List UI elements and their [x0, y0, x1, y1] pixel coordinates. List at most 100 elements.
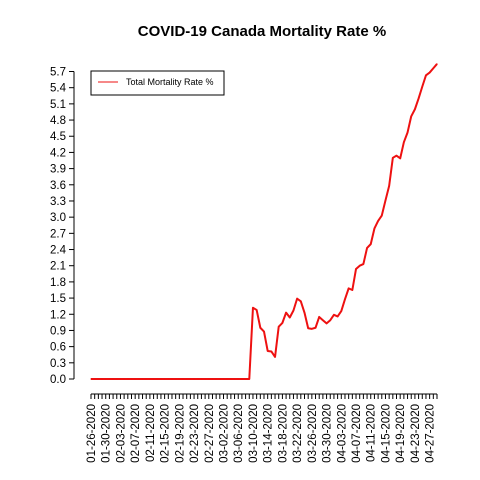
data-point [384, 199, 387, 202]
x-tick-label: 03-26-2020 [307, 404, 319, 463]
data-point [414, 108, 416, 110]
data-point [259, 327, 261, 329]
data-point [112, 378, 114, 380]
data-point [381, 214, 383, 217]
y-tick-label: 3.6 [50, 180, 66, 192]
data-point [101, 378, 103, 380]
data-point [307, 327, 309, 329]
data-point [193, 378, 195, 380]
x-tick-label: 04-23-2020 [410, 404, 422, 463]
data-point [344, 298, 346, 300]
y-tick-label: 4.8 [50, 115, 66, 127]
data-point [348, 287, 350, 289]
data-point [178, 378, 180, 380]
data-point [208, 378, 210, 380]
legend-entry-total-mortality-rate: Total Mortality Rate % [126, 77, 214, 87]
data-point [256, 309, 258, 311]
y-tick-label: 5.1 [50, 99, 66, 111]
data-point [329, 319, 331, 321]
data-point [429, 71, 431, 74]
data-point [167, 378, 169, 380]
data-point [152, 378, 155, 380]
data-point [226, 378, 228, 380]
data-point [300, 300, 302, 302]
data-point [127, 378, 129, 380]
data-point [116, 378, 118, 380]
y-tick-label: 2.1 [50, 261, 66, 273]
data-point [289, 316, 291, 319]
y-tick-label: 4.5 [50, 131, 66, 143]
x-axis: 01-26-2020 01-30-2020 02-03-2020 02-07-2020… [86, 393, 438, 463]
x-tick-label: 04-27-2020 [425, 404, 437, 463]
chart-title: COVID-19 Canada Mortality Rate % [138, 23, 386, 40]
x-tick-label: 04-15-2020 [380, 404, 392, 463]
y-axis: 0.0 0.3 0.6 0.9 1.2 1.5 1.8 2.1 2.4 2.7 3.0 3.3 3.6 3… [50, 67, 75, 386]
data-point [418, 97, 420, 100]
data-point [351, 289, 353, 291]
data-point [204, 378, 206, 380]
x-tick-label: 02-15-2020 [160, 404, 172, 463]
y-tick-label: 2.4 [50, 245, 67, 257]
x-tick-label: 02-03-2020 [115, 404, 127, 463]
x-tick-label: 01-26-2020 [86, 404, 98, 463]
y-tick-label: 1.5 [50, 293, 66, 305]
y-tick-label: 3.0 [50, 212, 66, 224]
x-tick-label: 04-03-2020 [336, 404, 348, 463]
data-point [222, 378, 225, 380]
y-tick-label: 4.2 [50, 147, 66, 159]
data-point [436, 63, 438, 65]
y-tick-label: 2.7 [50, 228, 66, 240]
data-point [90, 378, 92, 380]
data-point [130, 378, 133, 380]
x-tick-label: 01-30-2020 [101, 404, 113, 463]
data-point [134, 378, 136, 380]
data-point [425, 74, 427, 76]
y-tick-label: 1.8 [50, 277, 66, 289]
data-point [362, 263, 364, 265]
data-point [303, 312, 306, 314]
data-point [292, 309, 295, 312]
x-tick-label: 02-27-2020 [204, 404, 216, 463]
data-point [156, 378, 158, 380]
data-point [340, 310, 342, 312]
data-point [189, 378, 191, 380]
x-tick-label: 02-19-2020 [174, 404, 186, 463]
x-tick-label: 02-11-2020 [145, 404, 157, 462]
data-point [160, 378, 162, 380]
data-point [403, 141, 405, 143]
data-point [105, 378, 107, 380]
data-point [281, 322, 283, 324]
data-point [200, 378, 203, 380]
data-point [359, 265, 361, 267]
data-point [373, 227, 376, 230]
data-point [215, 378, 217, 380]
data-point [285, 312, 287, 314]
data-point [219, 378, 221, 380]
data-point [138, 378, 140, 380]
data-point [149, 378, 151, 380]
y-tick-label: 0.9 [50, 325, 66, 337]
x-tick-label: 03-18-2020 [277, 404, 289, 463]
data-point [145, 378, 147, 380]
data-point [311, 328, 313, 330]
x-tick-label: 03-30-2020 [322, 404, 334, 463]
x-tick-label: 03-14-2020 [263, 404, 275, 463]
data-point [318, 316, 320, 318]
data-point [270, 350, 272, 353]
data-point [211, 378, 214, 380]
data-point [406, 131, 409, 134]
x-tick-label: 03-22-2020 [292, 404, 304, 463]
data-point [248, 378, 250, 380]
x-tick-label: 04-11-2020 [366, 404, 378, 462]
data-point [230, 378, 232, 380]
data-point [325, 322, 328, 325]
data-point [355, 268, 357, 270]
data-point [395, 155, 398, 157]
x-tick-label: 03-06-2020 [233, 404, 245, 463]
data-point [333, 314, 335, 316]
data-point [399, 157, 401, 159]
data-point [141, 378, 144, 380]
legend: Total Mortality Rate % [90, 70, 225, 96]
